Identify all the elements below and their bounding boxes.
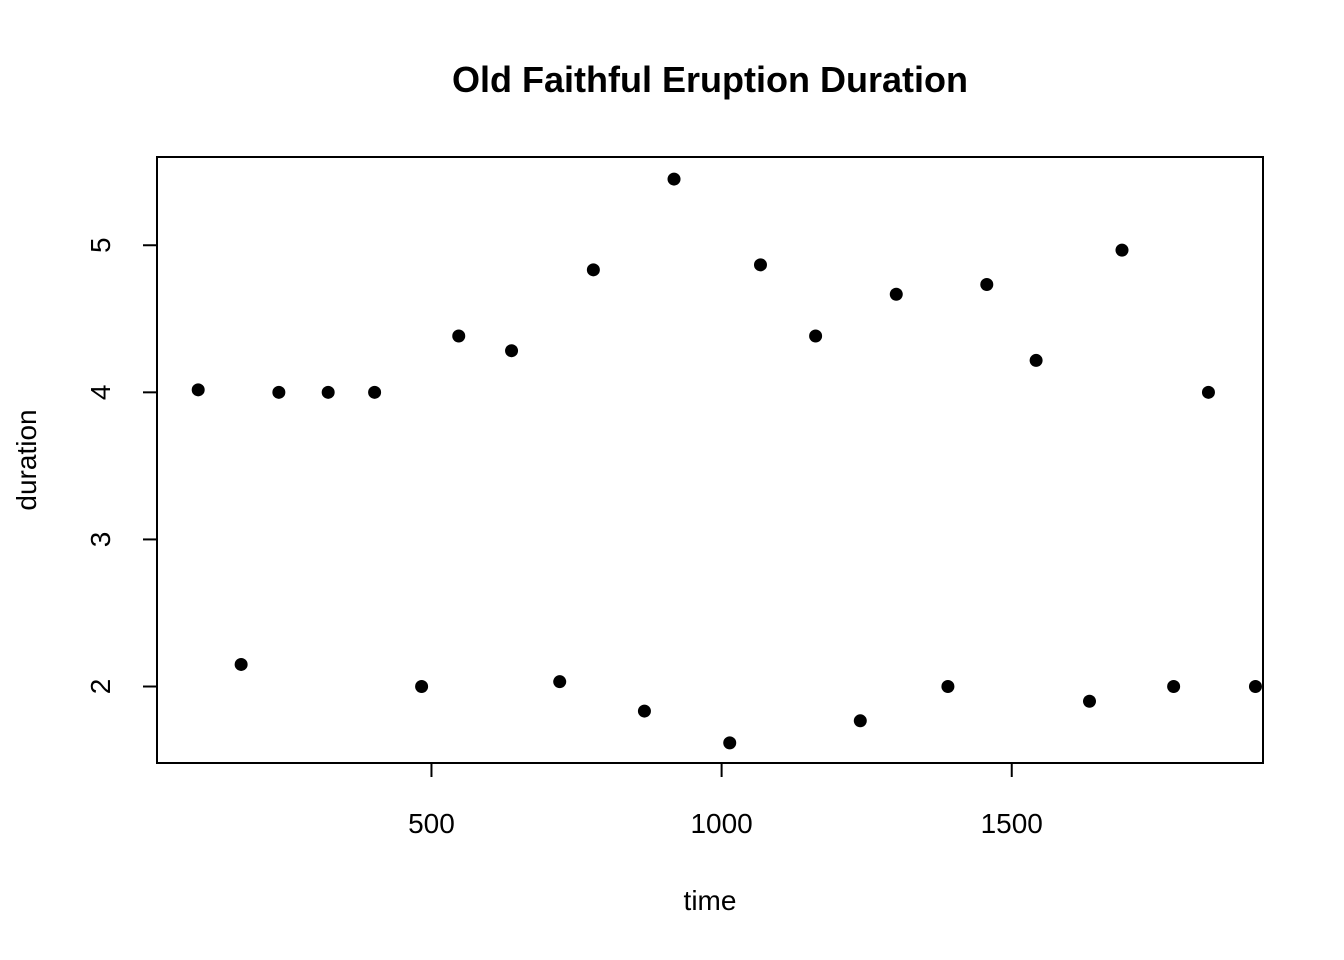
y-axis-label: duration [11, 409, 42, 510]
y-tick-label: 2 [85, 679, 116, 695]
x-tick-label: 1500 [981, 808, 1043, 839]
y-tick-label: 4 [85, 385, 116, 401]
data-point [980, 278, 994, 292]
data-point [889, 287, 903, 301]
x-axis: 500 1000 1500 [408, 762, 1043, 839]
data-point [321, 385, 335, 399]
data-point [553, 675, 567, 689]
data-point [505, 344, 519, 358]
data-point [234, 657, 248, 671]
data-point [637, 704, 651, 718]
data-point [809, 329, 823, 343]
data-point [853, 714, 867, 728]
x-tick-label: 500 [408, 808, 455, 839]
data-point [368, 385, 382, 399]
data-points [191, 172, 1262, 750]
data-point [723, 736, 737, 750]
x-axis-label: time [684, 885, 737, 916]
data-point [272, 385, 286, 399]
data-point [1201, 385, 1215, 399]
data-point [191, 383, 205, 397]
data-point [1248, 680, 1262, 694]
data-point [1115, 243, 1129, 257]
y-axis: 2 3 4 5 [85, 237, 158, 695]
y-tick-label: 5 [85, 237, 116, 253]
data-point [753, 258, 767, 272]
data-point [1167, 680, 1181, 694]
x-tick-label: 1000 [690, 808, 752, 839]
data-point [941, 680, 955, 694]
data-point [586, 263, 600, 277]
data-point [1029, 353, 1043, 367]
data-point [415, 680, 429, 694]
data-point [1082, 694, 1096, 708]
data-point [452, 329, 466, 343]
data-point [667, 172, 681, 186]
plot-area-frame [156, 156, 1264, 764]
y-tick-label: 3 [85, 532, 116, 548]
chart-title: Old Faithful Eruption Duration [452, 59, 968, 100]
